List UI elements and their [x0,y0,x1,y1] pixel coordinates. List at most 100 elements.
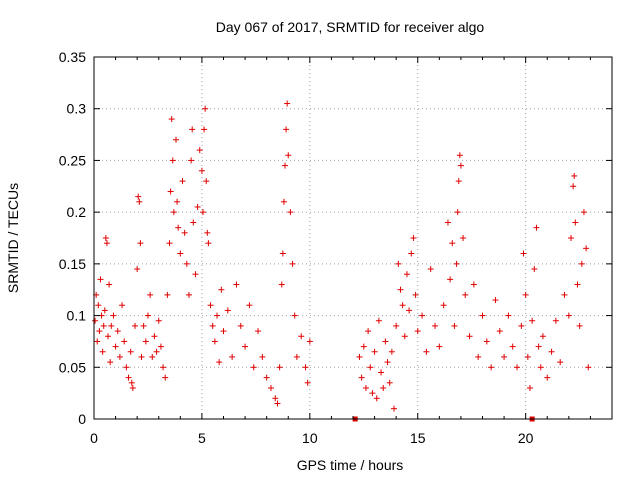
data-point [119,302,126,309]
data-point [199,209,206,216]
data-point [164,291,171,298]
data-point [160,364,167,371]
data-point [188,157,195,164]
data-point [557,359,564,366]
data-point [365,328,372,335]
data-point [583,245,590,252]
data-point [214,312,221,319]
data-point [224,307,231,314]
data-point [138,353,145,360]
data-point [580,209,587,216]
data-point [128,379,135,386]
x-tick-label: 5 [198,430,206,446]
data-point [293,353,300,360]
x-tick-label: 20 [518,430,534,446]
data-point [453,260,460,267]
data-point [466,333,473,340]
x-ticks: 0 5 10 15 20 [90,57,591,446]
data-point [356,353,363,360]
y-axis-label: SRMTID / TECUs [5,183,21,293]
data-point [151,333,158,340]
data-point [100,322,107,329]
data-point [149,353,156,360]
data-point [393,322,400,329]
data-point [548,348,555,355]
data-point [255,328,262,335]
data-point [101,307,108,314]
data-point [457,162,464,169]
data-point [110,312,117,319]
y-tick-label: 0.05 [59,359,86,375]
data-point [386,379,393,386]
data-point [492,297,499,304]
data-point [99,348,106,355]
data-point [94,338,101,345]
data-point [561,291,568,298]
data-point [571,172,578,179]
data-point [183,260,190,267]
data-point [572,219,579,226]
data-point [147,291,154,298]
data-point [246,302,253,309]
data-point [380,384,387,391]
data-point [375,317,382,324]
data-point [496,328,503,335]
data-point [237,322,244,329]
data-point [153,348,160,355]
data-point [174,198,181,205]
data-point [181,229,188,236]
data-point [470,281,477,288]
data-point [451,322,458,329]
data-point [167,188,174,195]
data-point [207,302,214,309]
data-point [454,209,461,216]
data-point [203,178,210,185]
data-point [205,240,212,247]
data-point [116,353,123,360]
data-point [570,183,577,190]
data-point [175,224,182,231]
data-point [135,193,142,200]
data-point [576,322,583,329]
data-point [189,126,196,133]
data-point [173,136,180,143]
data-point [567,235,574,241]
y-ticks: 0 0.05 0.1 0.15 0.2 0.25 0.3 0.35 [59,49,612,427]
data-point [412,291,419,298]
x-tick-label: 15 [410,430,426,446]
data-point [552,317,559,324]
data-point [250,364,257,371]
y-tick-label: 0.1 [67,308,87,324]
data-point [401,333,408,340]
data-point [114,328,121,335]
data-point [121,338,128,345]
data-point [134,266,141,273]
data-point [287,209,294,216]
data-point [460,235,467,241]
data-point [520,250,527,257]
data-point [436,343,443,350]
data-point [259,353,266,360]
data-point [371,348,378,355]
plot-frame [93,56,613,420]
data-point [242,343,249,350]
data-point [391,405,398,412]
data-point [140,322,147,329]
data-point [142,338,149,345]
data-point [378,369,385,376]
data-point [103,240,110,247]
data-point [565,312,572,319]
data-point [403,271,410,278]
data-point [129,384,136,391]
data-point [360,343,367,350]
data-point [284,100,291,107]
y-tick-label: 0.25 [59,152,86,168]
data-point [410,235,417,241]
grid [94,57,612,419]
data-point [92,317,99,324]
data-point [455,178,462,185]
data-point [202,105,209,112]
data-point [229,353,236,360]
data-point [440,302,447,309]
